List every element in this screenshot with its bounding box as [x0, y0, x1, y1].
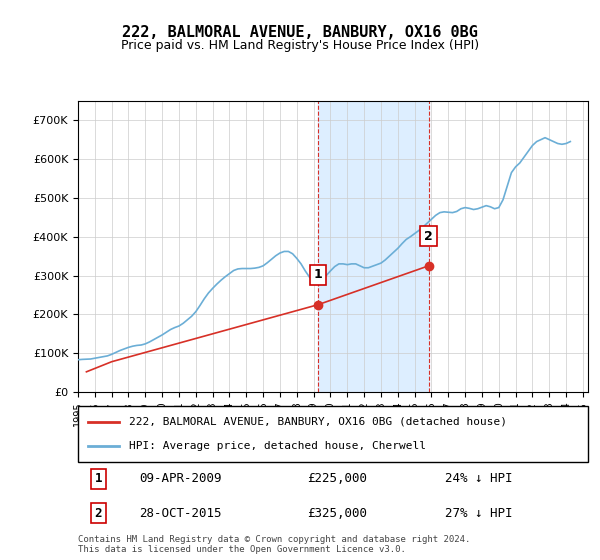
Text: Price paid vs. HM Land Registry's House Price Index (HPI): Price paid vs. HM Land Registry's House … [121, 39, 479, 52]
Text: 27% ↓ HPI: 27% ↓ HPI [445, 507, 513, 520]
Text: Contains HM Land Registry data © Crown copyright and database right 2024.
This d: Contains HM Land Registry data © Crown c… [78, 535, 470, 554]
Text: 2: 2 [95, 507, 102, 520]
Text: 222, BALMORAL AVENUE, BANBURY, OX16 0BG: 222, BALMORAL AVENUE, BANBURY, OX16 0BG [122, 25, 478, 40]
Text: 09-APR-2009: 09-APR-2009 [139, 473, 222, 486]
Text: 2: 2 [424, 230, 433, 242]
Text: 24% ↓ HPI: 24% ↓ HPI [445, 473, 513, 486]
Bar [318, 101, 428, 392]
FancyBboxPatch shape [78, 406, 588, 462]
Text: £225,000: £225,000 [308, 473, 367, 486]
Text: 28-OCT-2015: 28-OCT-2015 [139, 507, 222, 520]
Text: 1: 1 [95, 473, 102, 486]
Text: £325,000: £325,000 [308, 507, 367, 520]
Text: HPI: Average price, detached house, Cherwell: HPI: Average price, detached house, Cher… [129, 441, 426, 451]
Text: 1: 1 [314, 268, 323, 281]
Text: 222, BALMORAL AVENUE, BANBURY, OX16 0BG (detached house): 222, BALMORAL AVENUE, BANBURY, OX16 0BG … [129, 417, 507, 427]
